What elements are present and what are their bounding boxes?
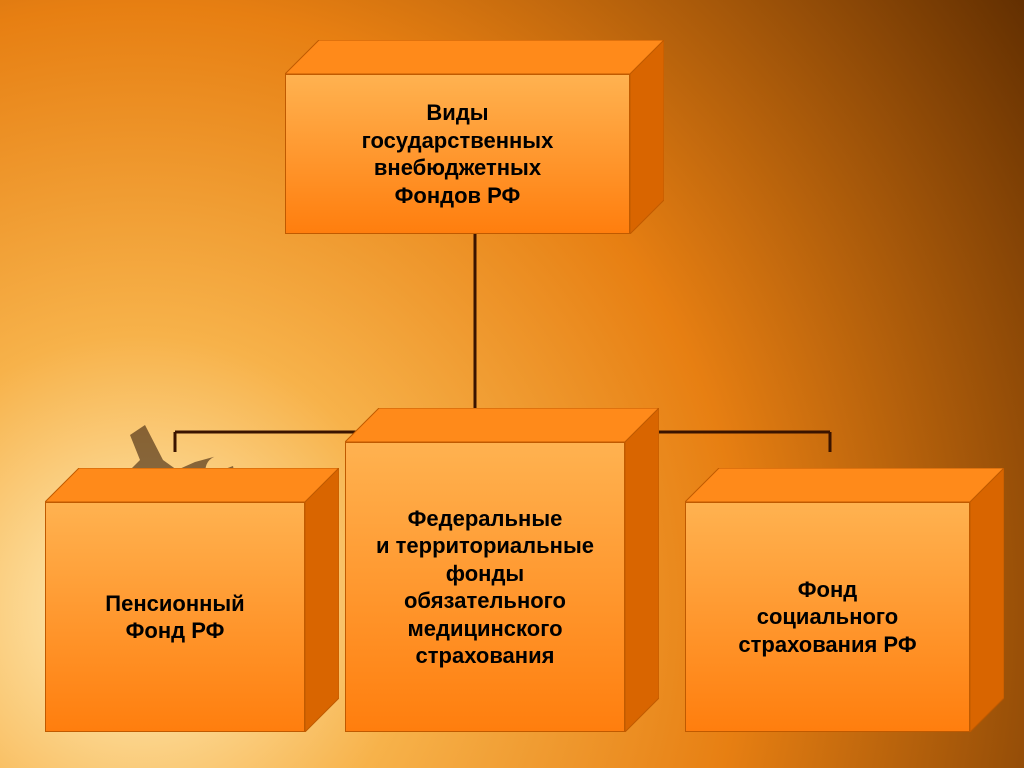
org-box-root: ВидыгосударственныхвнебюджетныхФондов РФ <box>285 40 664 234</box>
box-label: ПенсионныйФонд РФ <box>105 590 244 645</box>
box-side-face <box>630 40 664 234</box>
box-top-face <box>45 468 339 502</box>
box-front-face: ВидыгосударственныхвнебюджетныхФондов РФ <box>285 74 630 234</box>
box-label: ВидыгосударственныхвнебюджетныхФондов РФ <box>362 99 554 209</box>
box-front-face: ПенсионныйФонд РФ <box>45 502 305 732</box>
slide-stage: ПенсионныйФонд РФ Фондсоциальногострахова… <box>0 0 1024 768</box>
box-side-face <box>625 408 659 732</box>
box-top-face <box>685 468 1004 502</box>
org-box-child-right: Фондсоциальногострахования РФ <box>685 468 1004 732</box>
org-box-child-left: ПенсионныйФонд РФ <box>45 468 339 732</box>
box-front-face: Федеральныеи территориальныефондыобязате… <box>345 442 625 732</box>
box-front-face: Фондсоциальногострахования РФ <box>685 502 970 732</box>
box-label: Фондсоциальногострахования РФ <box>738 576 916 659</box>
box-top-face <box>345 408 659 442</box>
org-box-child-center: Федеральныеи территориальныефондыобязате… <box>345 408 659 732</box>
box-side-face <box>970 468 1004 732</box>
box-top-face <box>285 40 664 74</box>
box-label: Федеральныеи территориальныефондыобязате… <box>376 505 594 670</box>
box-side-face <box>305 468 339 732</box>
